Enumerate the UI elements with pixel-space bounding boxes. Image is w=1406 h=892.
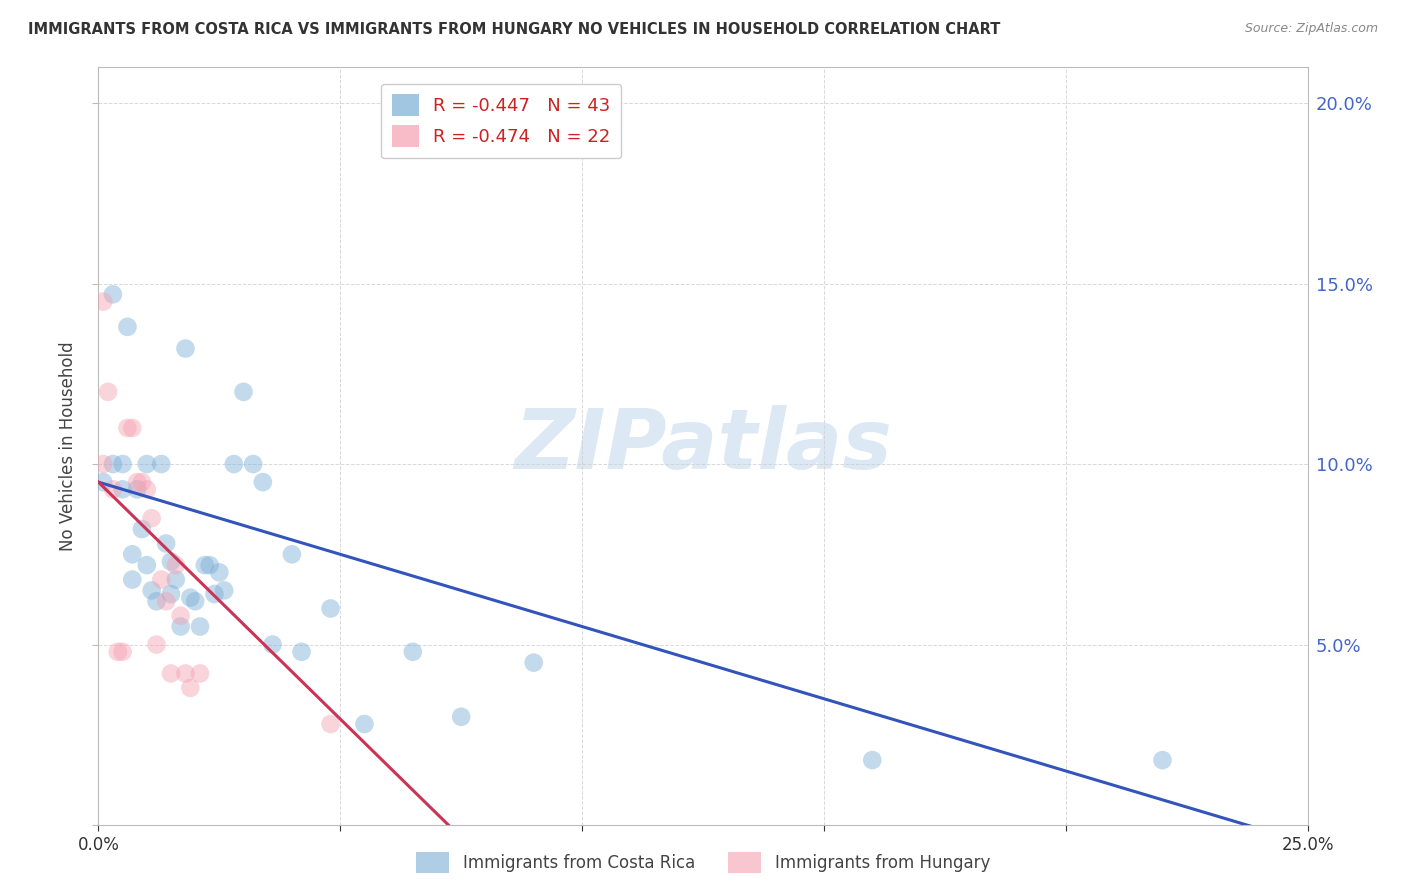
Point xyxy=(353,717,375,731)
Point xyxy=(155,594,177,608)
Legend: R = -0.447   N = 43, R = -0.474   N = 22: R = -0.447 N = 43, R = -0.474 N = 22 xyxy=(381,84,621,158)
Point xyxy=(198,558,221,573)
Point xyxy=(402,645,425,659)
Point xyxy=(290,645,312,659)
Point xyxy=(111,457,134,471)
Point xyxy=(194,558,217,573)
Point xyxy=(860,753,883,767)
Point xyxy=(145,638,167,652)
Point xyxy=(141,583,163,598)
Point xyxy=(208,566,231,580)
Point xyxy=(131,475,153,489)
Legend: Immigrants from Costa Rica, Immigrants from Hungary: Immigrants from Costa Rica, Immigrants f… xyxy=(409,846,997,880)
Point xyxy=(165,573,187,587)
Point xyxy=(101,287,124,301)
Point xyxy=(97,384,120,399)
Point xyxy=(184,594,207,608)
Point xyxy=(145,594,167,608)
Point xyxy=(179,681,201,695)
Point xyxy=(150,573,173,587)
Point xyxy=(135,457,157,471)
Point xyxy=(127,483,149,497)
Point xyxy=(174,342,197,356)
Point xyxy=(160,587,183,601)
Point xyxy=(523,656,546,670)
Point xyxy=(319,717,342,731)
Point xyxy=(179,591,201,605)
Point xyxy=(107,645,129,659)
Text: IMMIGRANTS FROM COSTA RICA VS IMMIGRANTS FROM HUNGARY NO VEHICLES IN HOUSEHOLD C: IMMIGRANTS FROM COSTA RICA VS IMMIGRANTS… xyxy=(28,22,1001,37)
Point xyxy=(101,483,124,497)
Point xyxy=(111,645,134,659)
Point xyxy=(204,587,226,601)
Point xyxy=(1152,753,1174,767)
Point xyxy=(91,294,114,309)
Point xyxy=(165,558,187,573)
Point xyxy=(141,511,163,525)
Point xyxy=(222,457,245,471)
Text: Source: ZipAtlas.com: Source: ZipAtlas.com xyxy=(1244,22,1378,36)
Point xyxy=(169,619,191,633)
Point xyxy=(91,457,114,471)
Point xyxy=(232,384,254,399)
Point xyxy=(91,475,114,489)
Point xyxy=(150,457,173,471)
Point xyxy=(121,547,143,561)
Point xyxy=(121,421,143,435)
Point xyxy=(319,601,342,615)
Point xyxy=(212,583,235,598)
Point xyxy=(160,555,183,569)
Point xyxy=(262,638,284,652)
Text: ZIPatlas: ZIPatlas xyxy=(515,406,891,486)
Point xyxy=(117,319,139,334)
Point xyxy=(169,608,191,623)
Point xyxy=(135,558,157,573)
Point xyxy=(135,483,157,497)
Point xyxy=(131,522,153,536)
Point xyxy=(188,619,211,633)
Point xyxy=(281,547,304,561)
Point xyxy=(174,666,197,681)
Point xyxy=(160,666,183,681)
Y-axis label: No Vehicles in Household: No Vehicles in Household xyxy=(59,341,77,551)
Point xyxy=(127,475,149,489)
Point xyxy=(111,483,134,497)
Point xyxy=(450,710,472,724)
Point xyxy=(155,536,177,550)
Point xyxy=(252,475,274,489)
Point xyxy=(101,457,124,471)
Point xyxy=(242,457,264,471)
Point xyxy=(188,666,211,681)
Point xyxy=(121,573,143,587)
Point xyxy=(117,421,139,435)
